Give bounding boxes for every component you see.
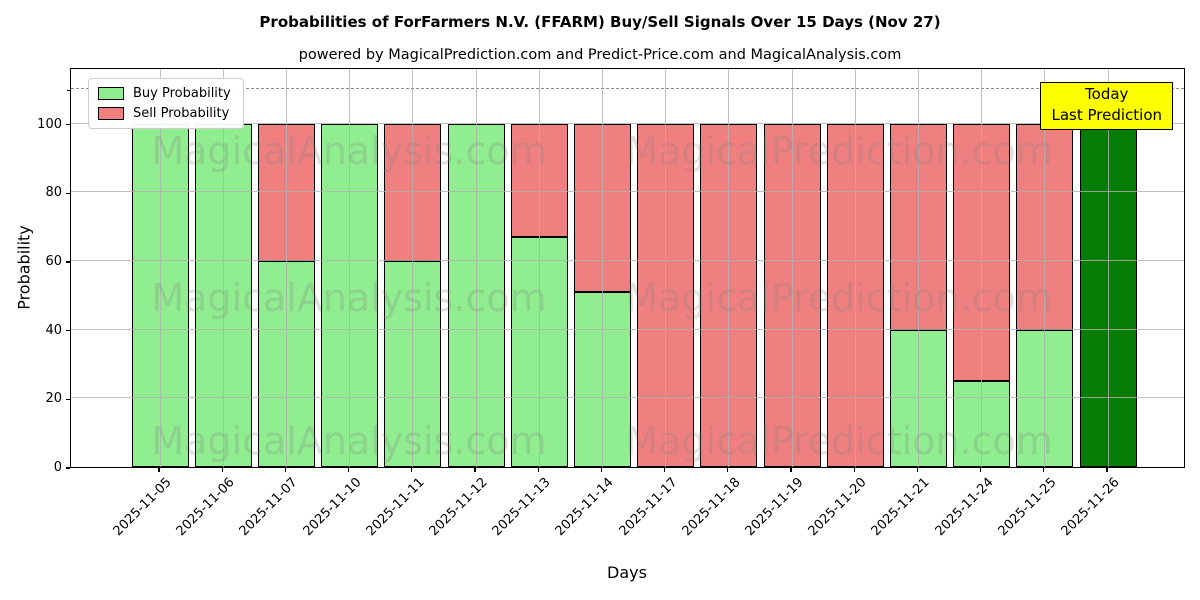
- x-tick-label: 2025-11-26: [1058, 475, 1123, 540]
- x-tick: [790, 468, 792, 472]
- sell-swatch-icon: [98, 107, 124, 120]
- x-tick: [1043, 468, 1045, 472]
- gridline-v: [475, 69, 477, 467]
- x-tick: [853, 468, 855, 472]
- x-tick-label: 2025-11-21: [868, 475, 933, 540]
- gridline-v: [917, 69, 919, 467]
- gridline-v: [791, 69, 793, 467]
- y-tick-label: 80: [45, 185, 62, 201]
- gridline-h: [71, 397, 1184, 399]
- x-tick-label: 2025-11-11: [363, 475, 428, 540]
- y-tick-label: 0: [53, 460, 62, 475]
- x-tick-label: 2025-11-25: [995, 475, 1060, 540]
- gridline-v: [601, 69, 603, 467]
- gridline-h: [71, 260, 1184, 261]
- gridline-v: [349, 69, 351, 467]
- y-tick: [66, 330, 70, 332]
- y-tick-label: 60: [45, 253, 62, 269]
- y-tick-label: 100: [37, 116, 62, 132]
- x-tick: [1106, 468, 1108, 472]
- gridline-v: [981, 69, 983, 467]
- x-tick: [348, 468, 350, 472]
- x-tick-label: 2025-11-24: [932, 475, 997, 540]
- gridline-v: [1044, 69, 1046, 467]
- y-tick: [66, 261, 70, 263]
- chart-subtitle: powered by MagicalPrediction.com and Pre…: [298, 47, 902, 63]
- x-tick: [284, 468, 286, 472]
- threshold-dashed-line: [71, 88, 1184, 90]
- legend-label-sell: Sell Probability: [133, 106, 230, 121]
- buy-swatch-icon: [98, 87, 124, 100]
- y-tick: [66, 398, 70, 400]
- y-tick: [66, 192, 70, 194]
- x-tick-label: 2025-11-10: [300, 475, 365, 540]
- y-minor-tick: [67, 89, 70, 91]
- x-tick: [664, 468, 666, 472]
- legend-label-buy: Buy Probability: [133, 86, 231, 101]
- legend: Buy Probability Sell Probability: [88, 78, 244, 129]
- x-tick: [474, 468, 476, 472]
- legend-item-buy: Buy Probability: [98, 86, 231, 101]
- y-tick-label: 40: [45, 322, 62, 338]
- x-tick-label: 2025-11-20: [805, 475, 870, 540]
- gridline-v: [728, 69, 730, 467]
- x-tick-label: 2025-11-12: [426, 475, 491, 540]
- x-axis-label: Days: [607, 563, 647, 582]
- x-tick-label: 2025-11-07: [236, 475, 301, 540]
- grid-layer: [71, 69, 1184, 467]
- y-axis-label: Probability: [14, 225, 34, 310]
- gridline-v: [222, 69, 224, 467]
- x-tick: [600, 468, 602, 472]
- gridline-h: [71, 328, 1184, 330]
- x-tick: [411, 468, 413, 472]
- gridline-v: [854, 69, 856, 467]
- x-tick: [980, 468, 982, 472]
- y-tick-label: 20: [45, 391, 62, 407]
- gridline-v: [1107, 69, 1109, 467]
- legend-item-sell: Sell Probability: [98, 106, 231, 121]
- gridline-v: [159, 69, 161, 467]
- x-tick: [916, 468, 918, 472]
- gridline-h: [71, 122, 1184, 124]
- gridline-v: [665, 69, 667, 467]
- chart-title: Probabilities of ForFarmers N.V. (FFARM)…: [259, 13, 941, 31]
- gridline-v: [538, 69, 540, 467]
- gridline-h: [71, 191, 1184, 193]
- x-tick: [537, 468, 539, 472]
- annotation-line-2: Last Prediction: [1051, 106, 1162, 124]
- annotation-line-1: Today: [1085, 85, 1129, 103]
- y-tick: [66, 467, 70, 469]
- x-tick: [727, 468, 729, 472]
- x-tick: [158, 468, 160, 472]
- y-tick: [66, 124, 70, 126]
- x-tick-label: 2025-11-05: [110, 475, 175, 540]
- today-annotation-box: Today Last Prediction: [1040, 82, 1173, 130]
- gridline-v: [285, 69, 287, 467]
- gridline-v: [412, 69, 414, 467]
- x-tick-label: 2025-11-06: [173, 475, 238, 540]
- x-tick: [221, 468, 223, 472]
